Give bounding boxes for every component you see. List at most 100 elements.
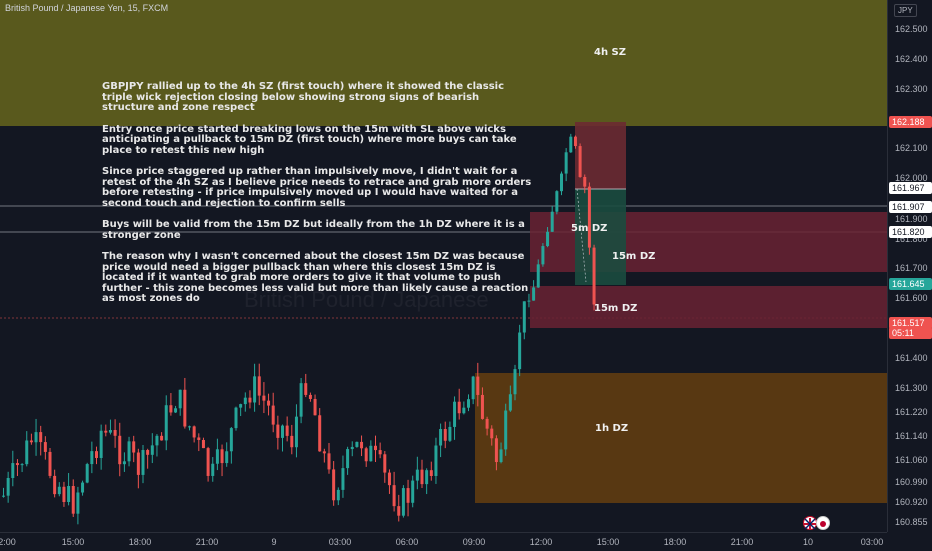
candle-body [267, 400, 271, 406]
candle-body [327, 453, 331, 470]
candle-body [104, 430, 108, 433]
candle-body [304, 383, 308, 395]
candle-body [411, 480, 415, 503]
candle-body [225, 451, 229, 464]
candle-body [2, 495, 5, 497]
candle-body [11, 463, 15, 478]
time-tick: 03:00 [860, 537, 884, 547]
candle-body [234, 407, 238, 429]
price-tag-entry: 161.967 [889, 182, 932, 194]
note-paragraph: The reason why I wasn't concerned about … [102, 251, 529, 304]
candle-body [490, 428, 494, 439]
candle-body [150, 445, 154, 455]
price-axis[interactable]: JPY 162.500 162.400 162.300 162.100 162.… [887, 0, 932, 532]
candle-body [532, 287, 536, 301]
chart-canvas[interactable] [0, 0, 887, 532]
candle-body [453, 401, 457, 427]
uk-flag-icon[interactable] [803, 516, 817, 530]
position-target-box[interactable] [575, 189, 626, 285]
candle-body [560, 173, 563, 192]
candle-body [90, 451, 94, 465]
candle-body [555, 191, 559, 212]
price-tick: 161.300 [895, 383, 928, 393]
time-tick: 15:00 [61, 537, 85, 547]
candle-body [508, 394, 512, 411]
candle-body [467, 399, 470, 408]
candle-body [374, 445, 377, 451]
candle-body [192, 426, 196, 438]
japan-flag-icon[interactable] [816, 516, 830, 530]
note-paragraph: Since price staggered up rather than imp… [102, 166, 532, 209]
candle-body [71, 485, 75, 514]
candle-body [127, 441, 131, 462]
candle-body [67, 485, 71, 503]
candle-body [406, 488, 410, 503]
candle-body [34, 432, 38, 443]
zone-15m-dz-lower[interactable] [530, 286, 887, 328]
candle-body [401, 488, 405, 516]
candle-body [499, 449, 503, 463]
candle-body [332, 469, 336, 501]
currency-label[interactable]: JPY [894, 4, 917, 17]
candle-body [160, 435, 164, 441]
zone-4h-sz[interactable] [0, 0, 887, 126]
candle-body [550, 211, 554, 232]
candle-body [299, 383, 303, 417]
price-tick: 160.920 [895, 497, 928, 507]
candle-body [308, 394, 312, 399]
price-tick: 162.300 [895, 84, 928, 94]
candle-body [494, 438, 498, 463]
candle-body [341, 468, 345, 490]
position-dashed-line [576, 188, 587, 283]
candle-body [322, 451, 326, 454]
candle-body [439, 429, 443, 446]
candle-body [48, 451, 52, 476]
candle-body [229, 428, 233, 452]
symbol-title[interactable]: British Pound / Japanese Yen, 15, FXCM [5, 3, 169, 13]
candle-body [592, 247, 596, 305]
price-tick: 161.140 [895, 431, 928, 441]
candle-body [313, 398, 317, 416]
candle-body [415, 469, 419, 481]
candle-body [57, 486, 61, 495]
candle-body [178, 389, 182, 409]
candle-body [6, 477, 10, 496]
candle-body [387, 472, 391, 486]
candle-body [81, 482, 85, 493]
price-tick: 161.900 [895, 214, 928, 224]
time-tick: 21:00 [730, 537, 754, 547]
chart-area[interactable]: British Pound / Japanese Yen, 15, FXCM B… [0, 0, 887, 532]
note-paragraph: Entry once price started breaking lows o… [102, 123, 517, 156]
candle-body [132, 441, 136, 453]
candle-body [39, 432, 43, 443]
candle-body [583, 176, 587, 187]
zone-1h-dz[interactable] [475, 373, 887, 503]
candle-body [480, 394, 484, 419]
position-stop-box[interactable] [575, 122, 626, 189]
candle-body [392, 485, 396, 507]
candle-body [429, 470, 433, 476]
candle-body [318, 415, 322, 452]
candle-body [573, 136, 577, 147]
candle-body [350, 446, 354, 450]
candle-body [420, 469, 424, 485]
candle-body [43, 442, 47, 452]
zone-label-4h-sz: 4h SZ [594, 47, 627, 58]
candle-body [62, 486, 66, 503]
candle-body [383, 454, 387, 473]
candle-body [220, 449, 224, 464]
note-paragraph: GBPJPY rallied up to the 4h SZ (first to… [102, 81, 505, 113]
candle-body [369, 445, 373, 462]
price-tick: 162.100 [895, 143, 928, 153]
candle-body [448, 426, 452, 441]
time-axis[interactable]: 2:00 15:00 18:00 21:00 9 03:00 06:00 09:… [0, 532, 887, 551]
candle-body [15, 463, 19, 466]
zone-label-15m-dz-lower: 15m DZ [594, 303, 638, 314]
candle-body [215, 449, 219, 464]
candle-body [271, 405, 275, 425]
candle-body [513, 369, 517, 395]
analysis-notes[interactable]: GBPJPY rallied up to the 4h SZ (first to… [102, 81, 532, 316]
candle-body [587, 186, 591, 248]
candle-body [527, 300, 531, 302]
price-tick: 161.700 [895, 263, 928, 273]
